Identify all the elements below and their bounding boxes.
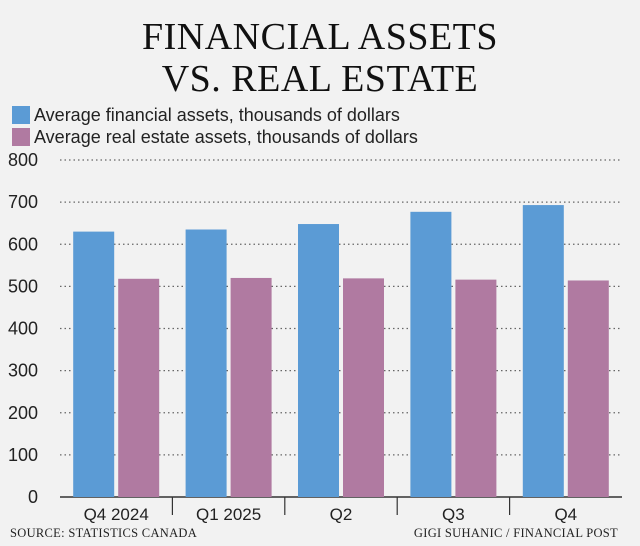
y-tick-label: 600 [8,234,38,254]
y-tick-label: 700 [8,192,38,212]
bar-real-estate [230,277,272,497]
y-tick-label: 300 [8,361,38,381]
chart-title-line1: FINANCIAL ASSETS [141,16,499,58]
y-tick-label: 800 [8,150,38,170]
legend-swatch-real-estate [12,128,30,146]
bar-financial [298,224,339,497]
y-tick-label: 400 [8,319,38,339]
y-tick-label: 200 [8,403,38,423]
legend-item-financial: Average financial assets, thousands of d… [12,104,400,126]
bar-real-estate [567,280,609,497]
bar-real-estate [118,278,160,497]
x-tick-label: Q3 [442,505,465,524]
bar-real-estate [343,278,384,497]
x-tick-label: Q1 2025 [196,505,261,524]
legend-label-real-estate: Average real estate assets, thousands of… [34,126,418,147]
legend-label-financial: Average financial assets, thousands of d… [34,104,400,125]
bar-financial [522,205,564,498]
bar-financial [185,229,227,497]
bar-financial [73,231,115,498]
bar-financial [410,211,452,497]
y-tick-label: 100 [8,445,38,465]
x-tick-label: Q2 [330,505,353,524]
x-tick-label: Q4 [554,505,577,524]
source-note: SOURCE: STATISTICS CANADA [10,526,198,540]
legend-swatch-financial [12,106,30,124]
legend-item-real-estate: Average real estate assets, thousands of… [12,126,418,148]
y-tick-label: 0 [28,487,38,507]
bar-real-estate [455,279,497,497]
chart-title-line2: VS. REAL ESTATE [161,58,479,100]
credit-note: GIGI SUHANIC / FINANCIAL POST [413,526,618,540]
y-tick-label: 500 [8,276,38,296]
x-tick-label: Q4 2024 [84,505,149,524]
